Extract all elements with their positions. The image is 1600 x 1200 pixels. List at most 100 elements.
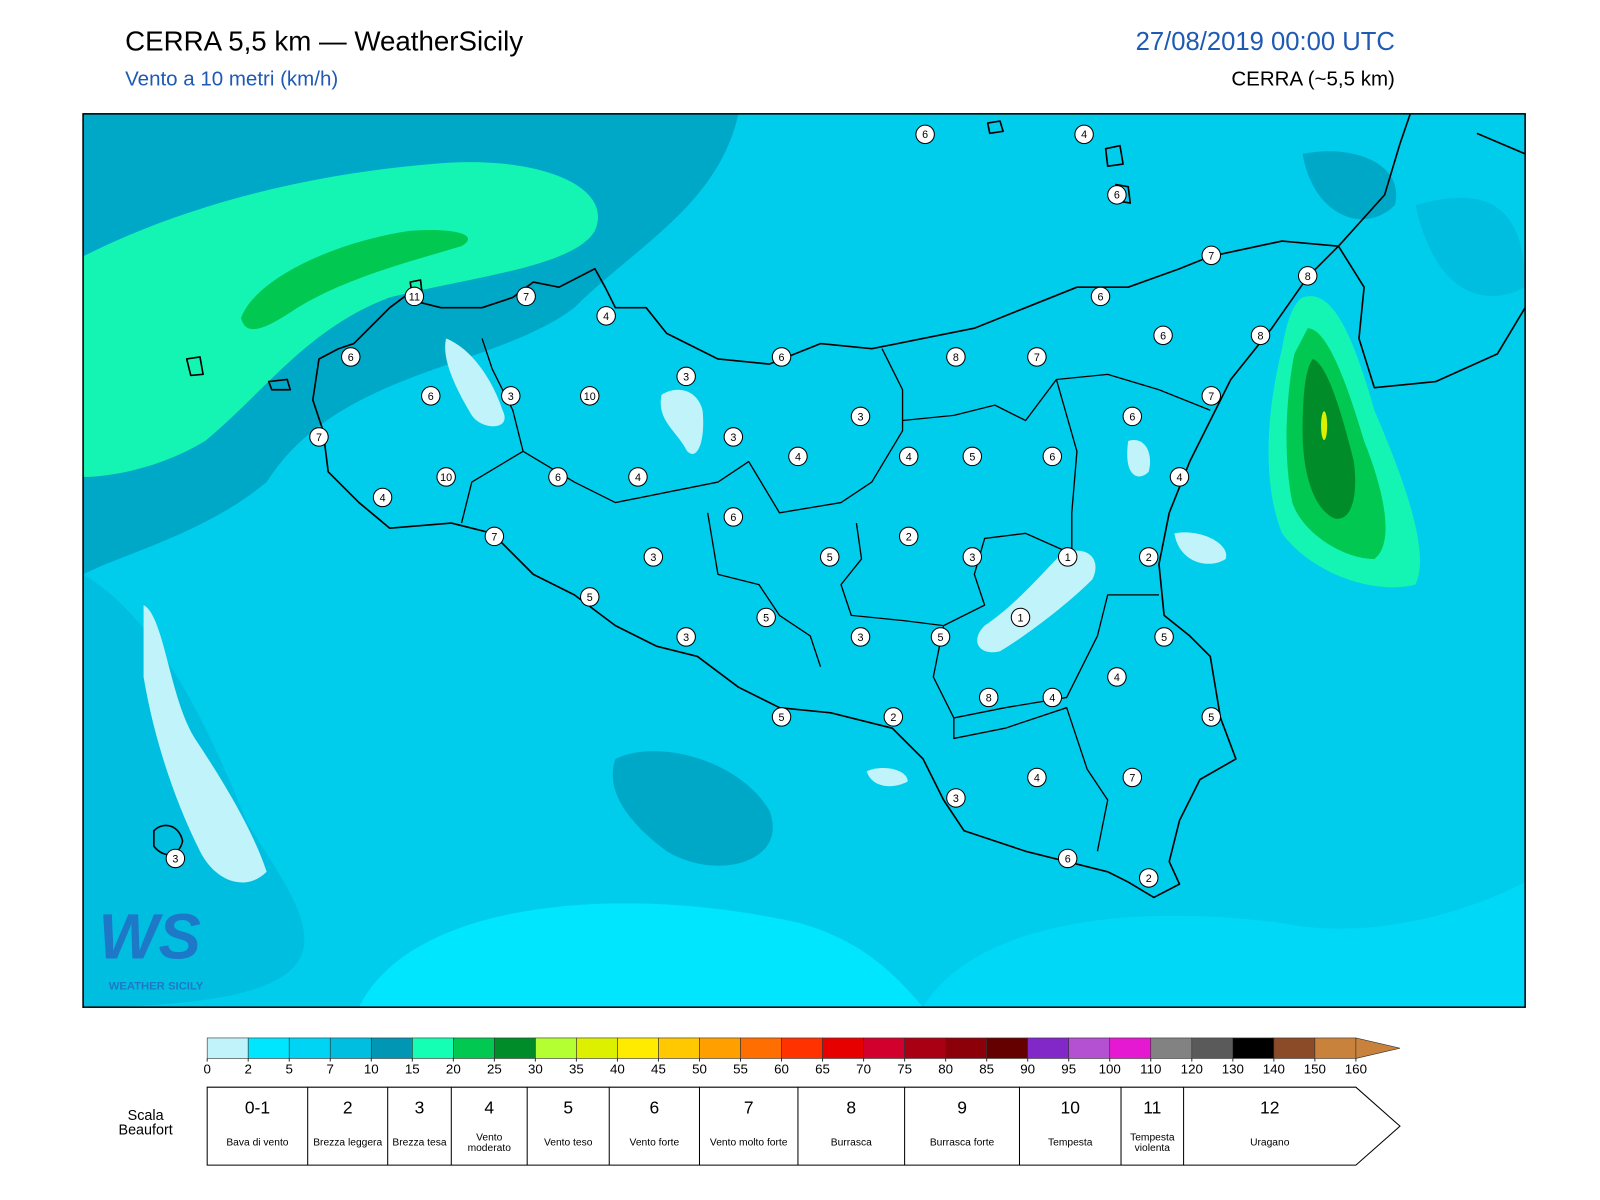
station-marker xyxy=(404,286,425,307)
boundary xyxy=(460,338,1211,852)
beaufort-name: Brezza leggera xyxy=(313,1137,383,1149)
station-marker xyxy=(1201,707,1222,727)
station-value: 6 xyxy=(1065,853,1071,865)
coastline xyxy=(312,240,1340,899)
beaufort-name: Bava di vento xyxy=(226,1137,289,1149)
station-marker xyxy=(548,467,568,487)
station-value: 8 xyxy=(953,352,959,364)
beaufort-force: 11 xyxy=(1143,1097,1161,1117)
station-marker xyxy=(915,124,935,145)
station-value: 6 xyxy=(348,352,354,364)
station-marker xyxy=(643,547,664,567)
station-marker xyxy=(676,366,696,387)
station-value: 7 xyxy=(491,531,497,543)
beaufort-name: Burrasca xyxy=(830,1137,872,1149)
colorbar-tick-label: 7 xyxy=(327,1061,334,1076)
beaufort-name-box: Brezza leggera xyxy=(313,1137,383,1149)
beaufort-name-box: Burrasca forte xyxy=(929,1137,995,1149)
colorbar-tick-label: 70 xyxy=(856,1061,871,1076)
colorbar-segment xyxy=(986,1037,1028,1059)
logo-mark: WS xyxy=(98,901,200,972)
station-value: 5 xyxy=(763,612,769,624)
beaufort-name-box: Vento teso xyxy=(543,1137,593,1149)
beaufort-force: 6 xyxy=(650,1097,660,1117)
station-marker xyxy=(1027,347,1047,367)
colorbar-segment xyxy=(1191,1037,1234,1059)
beaufort-force: 7 xyxy=(744,1097,754,1117)
station-marker xyxy=(341,347,361,367)
station-value: 4 xyxy=(1176,472,1182,484)
colorbar-tick-label: 150 xyxy=(1304,1061,1326,1076)
field xyxy=(1321,411,1328,440)
station-value: 2 xyxy=(1146,873,1152,885)
station-value: 4 xyxy=(1081,129,1087,141)
beaufort-name-box: Vento molto forte xyxy=(710,1138,788,1148)
field xyxy=(1415,197,1526,297)
station-value: 8 xyxy=(986,692,992,704)
station-value: 6 xyxy=(779,352,785,364)
beaufort-name-box: Burrasca xyxy=(830,1137,872,1149)
table-frame xyxy=(206,1086,1401,1166)
colorbar-segment xyxy=(206,1037,249,1059)
station-value: 1 xyxy=(1018,612,1024,624)
subtitle: Vento a 10 metri (km/h) xyxy=(125,67,338,90)
station-marker xyxy=(1057,848,1078,869)
station-value: 8 xyxy=(1258,330,1264,342)
beaufort-name: Vento forte xyxy=(629,1137,680,1149)
colorbar-tick-label: 95 xyxy=(1061,1061,1076,1076)
station-marker xyxy=(580,386,600,406)
field xyxy=(923,882,1526,1008)
map xyxy=(83,113,1526,1008)
colorbar-tick-label: 5 xyxy=(286,1061,293,1076)
colorbar-segment xyxy=(1273,1037,1316,1059)
station-marker xyxy=(1138,547,1159,567)
scale-label: Scala Beaufort xyxy=(118,1107,173,1138)
colorbar-tick-label: 85 xyxy=(979,1061,994,1076)
station-marker xyxy=(898,526,919,547)
colorbar-segment xyxy=(617,1037,659,1059)
beaufort-name: Brezza tesa xyxy=(392,1137,447,1149)
station-value: 3 xyxy=(508,391,514,403)
coastline xyxy=(1337,113,1526,389)
field xyxy=(143,605,267,883)
colorbar-segment xyxy=(1027,1037,1070,1059)
colorbar-tick-label: 100 xyxy=(1099,1061,1121,1076)
field xyxy=(1302,151,1397,220)
station-marker xyxy=(898,446,919,467)
station-marker xyxy=(516,286,536,307)
station-value: 8 xyxy=(1305,271,1311,283)
station-marker xyxy=(676,627,696,647)
colorbar-segment xyxy=(1150,1037,1193,1059)
station-value: 6 xyxy=(1114,190,1120,202)
island xyxy=(153,120,1132,856)
colorbar-segment xyxy=(329,1037,372,1059)
colorbar-tick-label: 120 xyxy=(1181,1061,1203,1076)
station-value: 3 xyxy=(858,632,864,644)
colorbar-segment xyxy=(781,1037,823,1059)
station-value: 1 xyxy=(1065,552,1071,564)
colorbar: 0 2 5 7 10 15 20 25 30 35 40 45 50 55 60 65 70 75 80 85 90 95… xyxy=(203,1037,1401,1076)
station-marker xyxy=(756,607,776,628)
scale-label-box: Scala Beaufort xyxy=(118,1107,173,1138)
colorbar-segment xyxy=(576,1037,618,1059)
station-marker xyxy=(723,507,744,527)
beaufort-force: 0-1 xyxy=(245,1097,270,1117)
beaufort-name-box: Vento forte xyxy=(629,1137,680,1149)
colorbar-tick-label: 40 xyxy=(610,1061,625,1076)
station-value: 4 xyxy=(906,451,912,463)
station-value: 3 xyxy=(858,411,864,423)
colorbar-segment xyxy=(453,1037,495,1059)
station-value: 4 xyxy=(1034,772,1040,784)
beaufort-name-box: Bava di vento xyxy=(226,1137,289,1149)
beaufort-name: Vento teso xyxy=(543,1137,593,1149)
station-value: 5 xyxy=(938,632,944,644)
station-marker xyxy=(628,467,648,487)
beaufort-force: 4 xyxy=(484,1097,494,1117)
colorbar-segment xyxy=(904,1037,946,1059)
colorbar-tick-label: 140 xyxy=(1263,1061,1285,1076)
model-label: CERRA (~5,5 km) xyxy=(1231,67,1394,90)
station-marker xyxy=(930,627,951,647)
beaufort-name: Burrasca forte xyxy=(929,1137,995,1149)
station-marker xyxy=(883,707,904,727)
colorbar-segment xyxy=(822,1037,864,1059)
